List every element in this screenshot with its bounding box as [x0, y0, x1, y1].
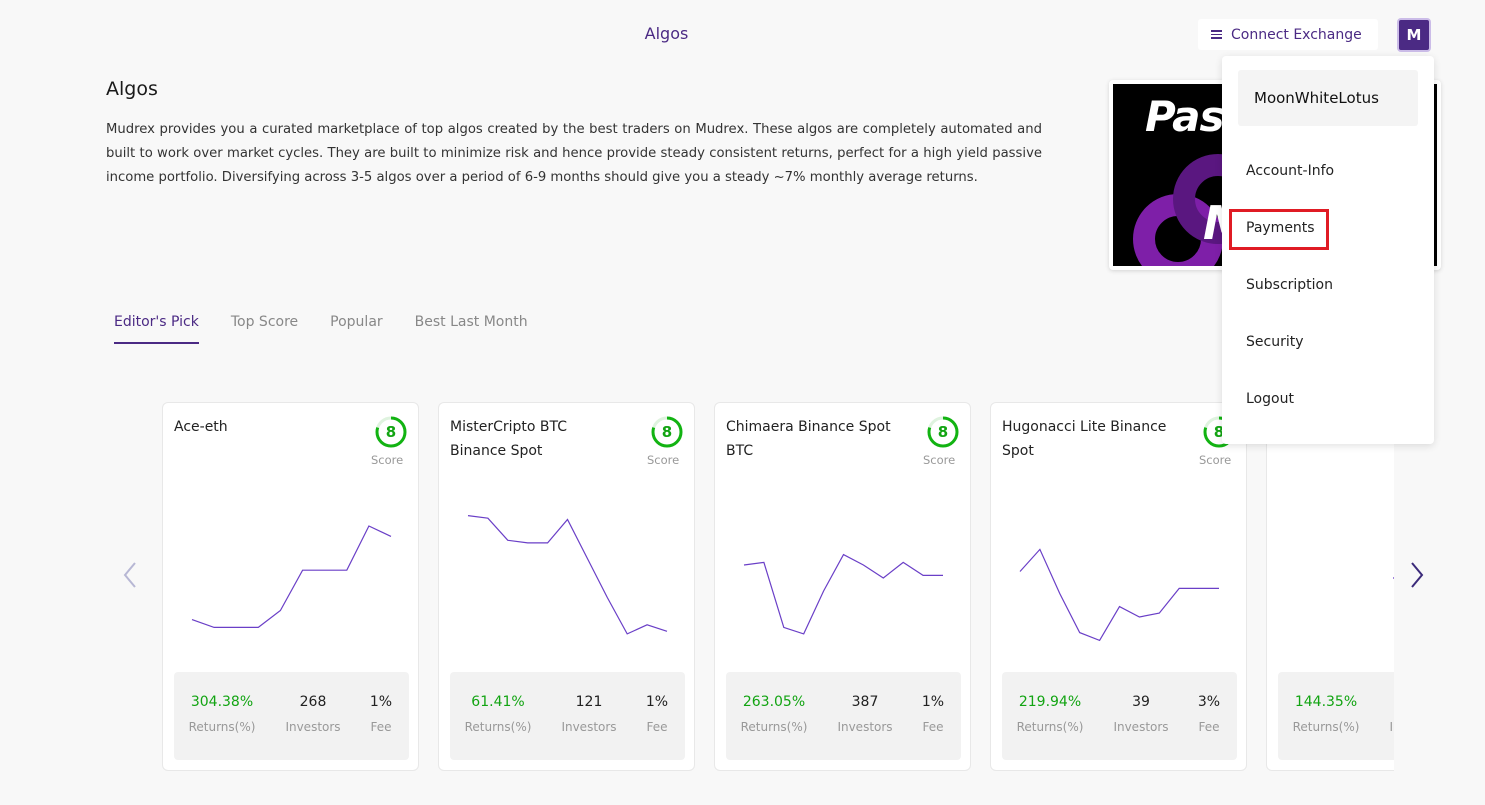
algo-stats: 219.94% Returns(%) 39 Investors 3% Fee [1002, 672, 1237, 760]
score-ring-icon [651, 416, 683, 448]
returns-sparkline [743, 553, 943, 635]
algo-card[interactable]: Hugonacci Lite Binance Spot 8 Score 219.94%… [990, 402, 1247, 771]
user-dropdown-menu: MoonWhiteLotus Account-Info Payments Sub… [1222, 56, 1434, 444]
returns-sparkline [467, 515, 668, 635]
fee-stat-value: 3% [1197, 694, 1221, 710]
carousel-prev-button[interactable] [118, 560, 142, 590]
algo-name: Hugonacci Lite Binance Spot [1002, 419, 1167, 459]
section-description: Mudrex provides you a curated marketplac… [106, 122, 1042, 185]
algo-name: Chimaera Binance Spot BTC [726, 419, 891, 459]
menu-item-subscription[interactable]: Subscription [1246, 277, 1333, 293]
score-ring-icon [375, 416, 407, 448]
tab-popular[interactable]: Popular [330, 314, 383, 330]
fee-stat-label: Fee [646, 720, 668, 734]
tab-best-last-month[interactable]: Best Last Month [414, 314, 528, 330]
fee-stat-label: Fee [1198, 720, 1220, 734]
fee-stat-value: 1% [921, 694, 945, 710]
investors-stat-value: 39 [1132, 694, 1150, 710]
score-value: 8 [385, 423, 397, 441]
algo-card[interactable]: MisterCripto BTC Binance Spot 8 Score 61.41… [438, 402, 695, 771]
sparkline-path [743, 553, 943, 635]
algo-stats: 304.38% Returns(%) 268 Investors 1% Fee [174, 672, 409, 760]
returns-stat-label: Returns(%) [464, 720, 532, 734]
returns-stat-value: 219.94% [1018, 694, 1082, 710]
tab-top-score[interactable]: Top Score [230, 314, 299, 330]
sparkline-path [191, 525, 392, 629]
score-label: Score [923, 453, 956, 467]
connect-exchange-label: Connect Exchange [1231, 26, 1362, 43]
carousel-next-button[interactable] [1405, 560, 1429, 590]
algo-card[interactable]: 144.35%Returns(%)InvestorsFee [1266, 402, 1394, 771]
returns-stat-label: Returns(%) [1292, 720, 1360, 734]
score-label: Score [1199, 453, 1232, 467]
algo-carousel: Ace-eth 8 Score 304.38% Returns(%) 268 Investo… [158, 400, 1394, 780]
chevron-left-icon [123, 562, 136, 588]
algo-card[interactable]: Ace-eth 8 Score 304.38% Returns(%) 268 Investo… [162, 402, 419, 771]
score-ring-icon [927, 416, 959, 448]
returns-stat-value: 61.41% [471, 694, 525, 710]
user-avatar-button[interactable]: M [1397, 18, 1431, 52]
returns-sparkline [1019, 548, 1219, 642]
investors-stat-label: Investors [1113, 720, 1169, 734]
investors-stat-value: 387 [851, 694, 879, 710]
algo-card[interactable]: Chimaera Binance Spot BTC 8 Score 263.05% Re… [714, 402, 971, 771]
returns-sparkline [191, 525, 392, 629]
fee-stat-label: Fee [922, 720, 944, 734]
menu-item-security[interactable]: Security [1246, 334, 1304, 350]
score-value: 8 [1213, 423, 1225, 441]
highlight-box [1229, 209, 1329, 250]
returns-stat-value: 144.35% [1294, 694, 1358, 710]
score-value: 8 [937, 423, 949, 441]
score-label: Score [371, 453, 404, 467]
section-heading: Algos [106, 78, 158, 100]
investors-stat-label: Investors [837, 720, 893, 734]
score-badge: 8 [650, 415, 684, 449]
returns-stat-value: 263.05% [742, 694, 806, 710]
algo-stats: 144.35%Returns(%)InvestorsFee [1278, 672, 1394, 760]
menu-item-payments[interactable]: Payments [1246, 220, 1315, 236]
returns-sparkline [1393, 577, 1394, 579]
algo-name: Ace-eth [174, 419, 228, 435]
score-label: Score [647, 453, 680, 467]
investors-stat-label: Investors [1389, 720, 1394, 734]
tab-editors-pick[interactable]: Editor's Pick [114, 314, 199, 344]
menu-username: MoonWhiteLotus [1238, 70, 1418, 126]
score-badge: 8 [926, 415, 960, 449]
sparkline-path [467, 515, 668, 635]
page-header-title: Algos [644, 24, 689, 43]
fee-stat-value: 1% [369, 694, 393, 710]
algo-tabs: Editor's Pick Top Score Popular Best Las… [114, 314, 528, 344]
algo-stats: 263.05% Returns(%) 387 Investors 1% Fee [726, 672, 961, 760]
returns-stat-label: Returns(%) [188, 720, 256, 734]
investors-stat-value: 121 [575, 694, 603, 710]
investors-stat-label: Investors [561, 720, 617, 734]
investors-stat-value: 268 [299, 694, 327, 710]
hamburger-icon [1211, 30, 1222, 39]
score-value: 8 [661, 423, 673, 441]
sparkline-path [1019, 548, 1219, 642]
returns-stat-value: 304.38% [190, 694, 254, 710]
chevron-right-icon [1411, 562, 1424, 588]
algo-name: MisterCripto BTC Binance Spot [450, 419, 568, 459]
algo-stats: 61.41% Returns(%) 121 Investors 1% Fee [450, 672, 685, 760]
returns-stat-label: Returns(%) [740, 720, 808, 734]
fee-stat-value: 1% [645, 694, 669, 710]
score-badge: 8 [374, 415, 408, 449]
investors-stat-label: Investors [285, 720, 341, 734]
menu-item-account-info[interactable]: Account-Info [1246, 163, 1335, 179]
fee-stat-label: Fee [370, 720, 392, 734]
returns-stat-label: Returns(%) [1016, 720, 1084, 734]
connect-exchange-button[interactable]: Connect Exchange [1198, 19, 1378, 50]
menu-item-logout[interactable]: Logout [1246, 391, 1294, 407]
